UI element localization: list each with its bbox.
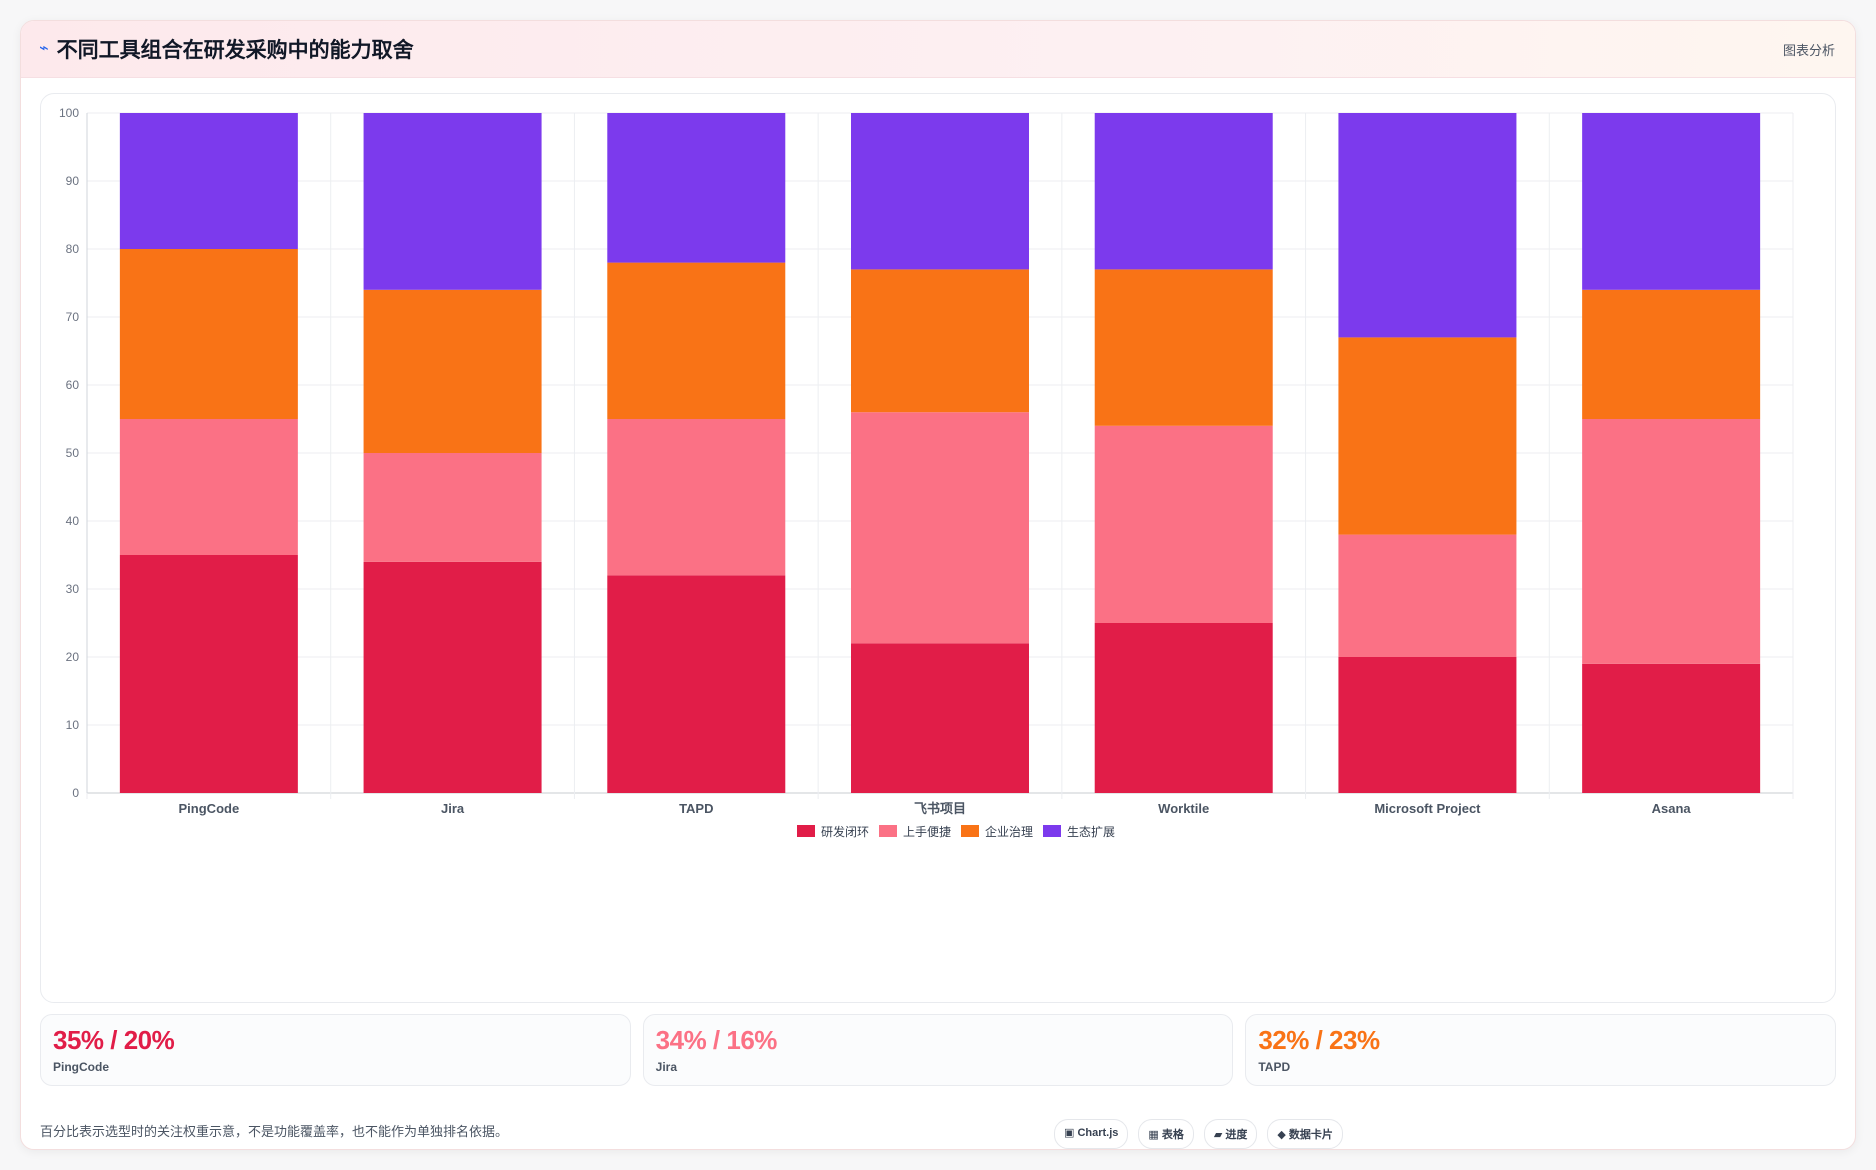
x-tick-label: Microsoft Project (1374, 801, 1481, 816)
legend-label: 生态扩展 (1067, 825, 1115, 839)
bar-segment (1338, 657, 1517, 793)
bar-segment (1094, 269, 1273, 426)
x-tick-label: 飞书项目 (914, 801, 966, 816)
sparkle-icon: ⌁ (39, 40, 49, 57)
stat-value: 34% / 16% (655, 1025, 778, 1055)
card-header: ⌁ 不同工具组合在研发采购中的能力取舍 图表分析 (21, 21, 1855, 78)
legend-swatch (1043, 825, 1061, 837)
bar-segment (851, 643, 1029, 793)
bar-segment (363, 289, 542, 453)
x-tick-label: Jira (441, 801, 465, 816)
y-tick-label: 40 (66, 514, 80, 528)
x-tick-label: PingCode (179, 801, 240, 816)
bar-segment (851, 113, 1029, 270)
card-footer: 百分比表示选型时的关注权重示意，不是功能覆盖率，也不能作为单独排名依据。 ▣ C… (40, 1113, 1836, 1149)
x-tick-label: TAPD (679, 801, 713, 816)
bar-segment (607, 575, 786, 793)
y-tick-label: 90 (66, 174, 80, 188)
y-tick-label: 0 (72, 786, 79, 800)
stat-label: PingCode (53, 1060, 109, 1074)
bar-segment (851, 412, 1029, 644)
x-tick-label: Asana (1652, 801, 1692, 816)
badge-progress[interactable]: ▰ 进度 (1203, 1119, 1258, 1149)
bar-segment (1582, 289, 1761, 419)
bar-segment (1094, 425, 1273, 623)
y-tick-label: 100 (59, 106, 79, 120)
bar-segment (363, 453, 542, 562)
y-tick-label: 60 (66, 378, 80, 392)
stat-card-pingcode: 35% / 20% PingCode (40, 1014, 631, 1086)
bar-segment (607, 262, 786, 419)
bar-segment (1338, 534, 1517, 657)
chart-card: ⌁ 不同工具组合在研发采购中的能力取舍 图表分析 0 10 20 30 40 50 60 70… (20, 20, 1856, 1150)
stat-card-tapd: 32% / 23% TAPD (1245, 1014, 1837, 1086)
badge-row: ▣ Chart.js ▦ 表格 ▰ 进度 ◆ 数据卡片 (1054, 1119, 1343, 1149)
bar-segment (1338, 113, 1517, 338)
stat-label: TAPD (1258, 1060, 1291, 1074)
bar-segment (363, 561, 542, 793)
chart-analysis-label[interactable]: 图表分析 (1782, 42, 1835, 58)
bar-segment (363, 113, 542, 290)
badge-table[interactable]: ▦ 表格 (1138, 1119, 1194, 1149)
legend-label: 研发闭环 (821, 824, 869, 839)
y-tick-label: 70 (66, 310, 80, 324)
bar-segment (119, 249, 298, 419)
badge-chartjs[interactable]: ▣ Chart.js (1054, 1119, 1129, 1149)
y-tick-label: 50 (66, 446, 80, 460)
bar-segment (851, 269, 1029, 413)
stat-value: 32% / 23% (1258, 1025, 1380, 1055)
stat-label: Jira (655, 1060, 678, 1074)
bar-segment (607, 113, 786, 263)
bar-segment (119, 419, 298, 555)
x-tick-label: Worktile (1158, 801, 1209, 816)
y-tick-label: 20 (66, 650, 80, 664)
stacked-bar-chart: 0 10 20 30 40 50 60 70 80 90 100 PingCode Jira TAPD 飞书… (59, 106, 1794, 839)
bar-segment (1582, 113, 1761, 290)
legend-swatch (961, 825, 979, 837)
title-wrap: ⌁ 不同工具组合在研发采购中的能力取舍 (39, 34, 414, 64)
badge-data-card[interactable]: ◆ 数据卡片 (1267, 1119, 1343, 1149)
stat-card-jira: 34% / 16% Jira (642, 1014, 1234, 1086)
legend-label: 上手便捷 (903, 825, 951, 839)
legend-swatch (879, 825, 897, 837)
stat-cards: 35% / 20% PingCode 34% / 16% Jira 32% / … (40, 1014, 1837, 1086)
legend-swatch (797, 825, 815, 837)
y-tick-label: 80 (66, 242, 80, 256)
bar-segment (607, 419, 786, 576)
chart-panel: 0 10 20 30 40 50 60 70 80 90 100 PingCode Jira TAPD 飞书… (40, 93, 1836, 1003)
bar-segment (1582, 419, 1761, 664)
bar-segment (119, 113, 298, 249)
bar-segment (1094, 113, 1273, 270)
footnote: 百分比表示选型时的关注权重示意，不是功能覆盖率，也不能作为单独排名依据。 (40, 1124, 509, 1139)
bar-segment (119, 555, 298, 793)
legend-label: 企业治理 (985, 824, 1033, 839)
y-tick-label: 30 (66, 582, 80, 596)
y-tick-label: 10 (66, 718, 80, 732)
stat-value: 35% / 20% (53, 1025, 175, 1055)
bar-segment (1094, 623, 1273, 793)
bar-segment (1582, 663, 1761, 793)
bar-segment (1338, 337, 1517, 535)
page-title: 不同工具组合在研发采购中的能力取舍 (56, 39, 414, 62)
